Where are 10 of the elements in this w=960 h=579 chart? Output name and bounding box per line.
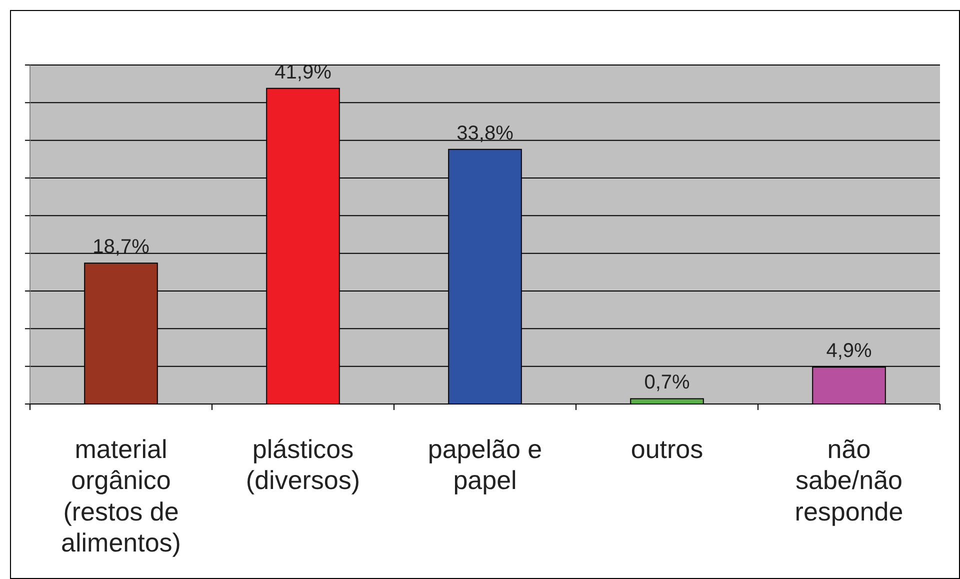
x-tick-label: plásticos (diversos) [246, 434, 360, 496]
x-tick-label: outros [630, 434, 704, 464]
data-label: 4,9% [826, 340, 872, 362]
x-tick-label: material orgânico (restos de alimentos) [61, 434, 181, 558]
x-tick-label: papelão e papel [428, 434, 542, 496]
data-label: 33,8% [456, 122, 514, 144]
data-label: 0,7% [644, 372, 690, 394]
data-label: 18,7% [92, 236, 150, 258]
x-tick-label: não sabe/não responde [794, 434, 904, 526]
data-label: 41,9% [274, 61, 332, 84]
